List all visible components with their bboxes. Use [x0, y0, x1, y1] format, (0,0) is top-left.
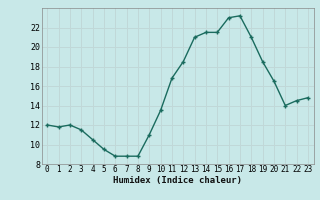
X-axis label: Humidex (Indice chaleur): Humidex (Indice chaleur) [113, 176, 242, 185]
